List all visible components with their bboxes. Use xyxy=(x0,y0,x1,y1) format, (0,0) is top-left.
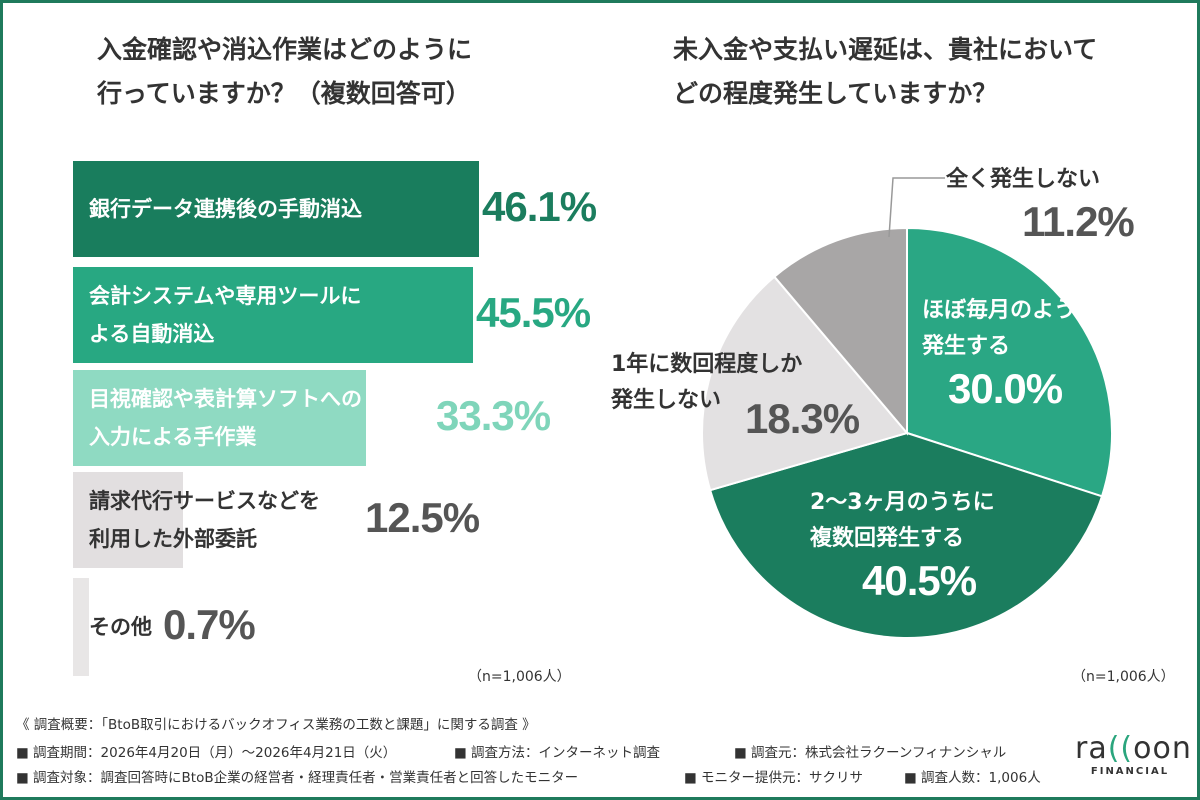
pie-slice-3 xyxy=(701,275,909,492)
survey-source: ■ 調査元：株式会社ラクーンフィナンシャル xyxy=(734,745,1007,761)
logo-part-cc: (( xyxy=(1107,731,1134,766)
bar-5 xyxy=(73,578,89,676)
logo-wordmark: ra((oon xyxy=(1075,731,1191,766)
bar-label-line: 銀行データ連携後の手動消込 xyxy=(89,197,362,221)
bar-4 xyxy=(73,472,183,568)
bar-2 xyxy=(73,267,473,363)
survey-period: ■ 調査期間：2026年4月20日（月）〜2026年4月21日（火） xyxy=(16,745,397,761)
bar-1 xyxy=(73,161,479,257)
pie-label-line: 複数回発生する xyxy=(810,526,965,551)
pie-label-3: 1年に数回程度しか 発生しない 18.3% xyxy=(611,347,860,442)
left-title-line-1: 入金確認や消込作業はどのように xyxy=(97,35,473,64)
bar-label-1: 銀行データ連携後の手動消込 xyxy=(89,161,362,257)
logo-subtitle: FINANCIAL xyxy=(1090,766,1170,777)
pie-slice-4 xyxy=(772,226,908,436)
bar-label-line: よる自動消込 xyxy=(89,322,215,346)
pie-label-2: 2〜3ヶ月のうちに 複数回発生する 40.5% xyxy=(810,485,995,605)
logo-part-a: ra xyxy=(1075,731,1108,766)
right-title-line-2: どの程度発生していますか？ xyxy=(673,79,998,108)
bar-label-line: 利用した外部委託 xyxy=(89,527,257,551)
sample-size-note-left: （n=1,006人） xyxy=(468,669,571,685)
pie-label-line: 1年に数回程度しか xyxy=(611,352,803,377)
bar-3 xyxy=(73,370,366,466)
bar-label-line: 会計システムや専用ツールに xyxy=(89,284,362,308)
bar-label-5: その他 xyxy=(89,578,152,676)
bar-label-line: 目視確認や表計算ソフトへの xyxy=(89,387,362,411)
bar-label-line: その他 xyxy=(89,615,152,639)
right-title-line-1: 未入金や支払い遅延は、貴社において xyxy=(673,35,1098,64)
bar-value-label-3: 33.3% xyxy=(436,392,551,439)
pie-label-line: 2〜3ヶ月のうちに xyxy=(810,490,995,515)
bar-label-3: 目視確認や表計算ソフトへの 入力による手作業 xyxy=(89,370,362,466)
bar-value-label-1: 46.1% xyxy=(482,183,597,230)
bar-label-4: 請求代行サービスなどを 利用した外部委託 xyxy=(89,472,320,568)
bar-value-label-5: 0.7% xyxy=(163,601,256,648)
pie-slice-2 xyxy=(708,431,1104,639)
survey-summary: 《 調査概要：「BtoB取引におけるバックオフィス業務の工数と課題」に関する調査… xyxy=(16,717,536,733)
survey-provider: ■ モニター提供元：サクリサ xyxy=(684,770,864,786)
pie-label-4: 全く発生しない 11.2% xyxy=(946,162,1135,246)
pie-value-label-4: 11.2% xyxy=(1022,198,1135,245)
bar-value-label-2: 45.5% xyxy=(476,289,591,336)
pie-label-1: ほぼ毎月のように 発生する 30.0% xyxy=(922,293,1098,413)
raccoon-financial-logo: ra((oon FINANCIAL xyxy=(1075,731,1191,778)
pie-value-label-3: 18.3% xyxy=(745,395,860,442)
right-chart-title: 未入金や支払い遅延は、貴社において どの程度発生していますか？ xyxy=(673,28,1153,116)
left-chart-title: 入金確認や消込作業はどのように 行っていますか？（複数回答可） xyxy=(97,28,567,116)
survey-method: ■ 調査方法：インターネット調査 xyxy=(454,745,661,761)
pie-label-line: 全く発生しない xyxy=(946,167,1101,192)
bar-label-line: 入力による手作業 xyxy=(89,425,257,449)
survey-count: ■ 調査人数：1,006人 xyxy=(904,770,1041,786)
pie-label-line: 発生しない xyxy=(611,388,722,413)
pie-value-label-2: 40.5% xyxy=(862,557,977,604)
bar-value-label-4: 12.5% xyxy=(365,494,480,541)
pie-label-line: 発生する xyxy=(922,334,1011,359)
pie-leader-line xyxy=(888,177,945,238)
pie-slice-1 xyxy=(906,226,1113,498)
logo-part-b: oon xyxy=(1133,731,1192,766)
pie-value-label-1: 30.0% xyxy=(948,365,1063,412)
bar-label-2: 会計システムや専用ツールに よる自動消込 xyxy=(89,267,361,363)
left-title-line-2: 行っていますか？（複数回答可） xyxy=(97,79,471,108)
sample-size-note-right: （n=1,006人） xyxy=(1072,669,1175,685)
bar-label-line: 請求代行サービスなどを xyxy=(89,489,320,513)
pie-label-line: ほぼ毎月のように xyxy=(922,298,1099,323)
survey-target: ■ 調査対象：調査回答時にBtoB企業の経営者・経理責任者・営業責任者と回答した… xyxy=(16,770,579,786)
